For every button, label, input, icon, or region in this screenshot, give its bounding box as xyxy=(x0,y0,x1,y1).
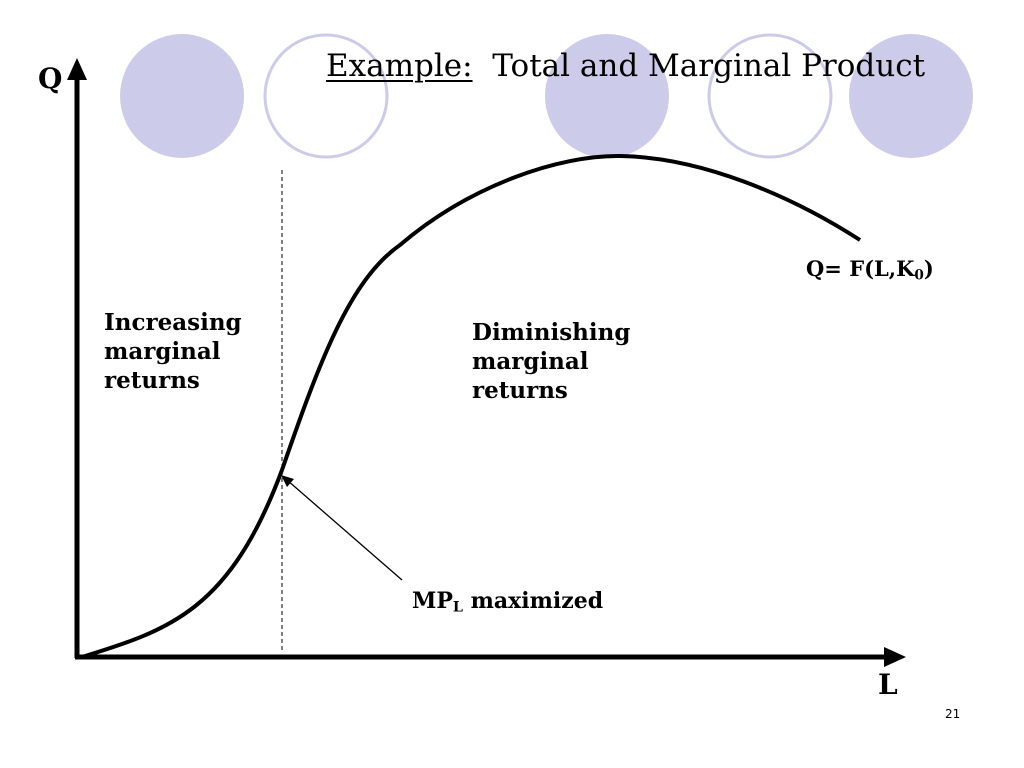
increasing-returns-label: Increasing marginal returns xyxy=(104,308,242,395)
increasing-line-1: Increasing xyxy=(104,309,242,336)
y-axis-arrowhead xyxy=(67,58,87,80)
function-subscript: 0 xyxy=(914,267,924,284)
mp-suffix: maximized xyxy=(462,588,604,614)
function-prefix: Q= F(L,K xyxy=(806,256,915,281)
decorative-circle-filled xyxy=(545,34,669,158)
decorative-circle-outline xyxy=(263,33,389,159)
decorative-circle-filled xyxy=(120,34,244,158)
x-axis-arrowhead xyxy=(884,647,906,667)
title-rest: Total and Marginal Product xyxy=(492,48,926,84)
diminishing-line-3: returns xyxy=(472,377,568,404)
mp-subscript: L xyxy=(452,599,463,616)
mp-maximized-label: MPL maximized xyxy=(412,588,604,616)
increasing-line-3: returns xyxy=(104,367,200,394)
page-number: 21 xyxy=(945,707,961,721)
title-prefix: Example: xyxy=(326,48,473,84)
total-product-curve xyxy=(81,153,862,659)
diminishing-returns-label: Diminishing marginal returns xyxy=(472,318,630,405)
x-axis-label: L xyxy=(878,668,898,701)
decorative-circle-outline xyxy=(707,33,833,159)
mp-max-arrowhead xyxy=(281,475,294,487)
slide-title: Example: Total and Marginal Product xyxy=(326,48,925,84)
diminishing-line-1: Diminishing xyxy=(472,319,631,346)
production-function-label: Q= F(L,K0) xyxy=(806,256,934,284)
diminishing-line-2: marginal xyxy=(472,348,589,375)
function-suffix: ) xyxy=(923,256,934,281)
mp-prefix: MP xyxy=(412,588,453,614)
increasing-line-2: marginal xyxy=(104,338,221,365)
decorative-circle-filled xyxy=(849,34,973,158)
mp-max-arrow-line xyxy=(286,479,403,581)
y-axis-label: Q xyxy=(38,62,63,95)
